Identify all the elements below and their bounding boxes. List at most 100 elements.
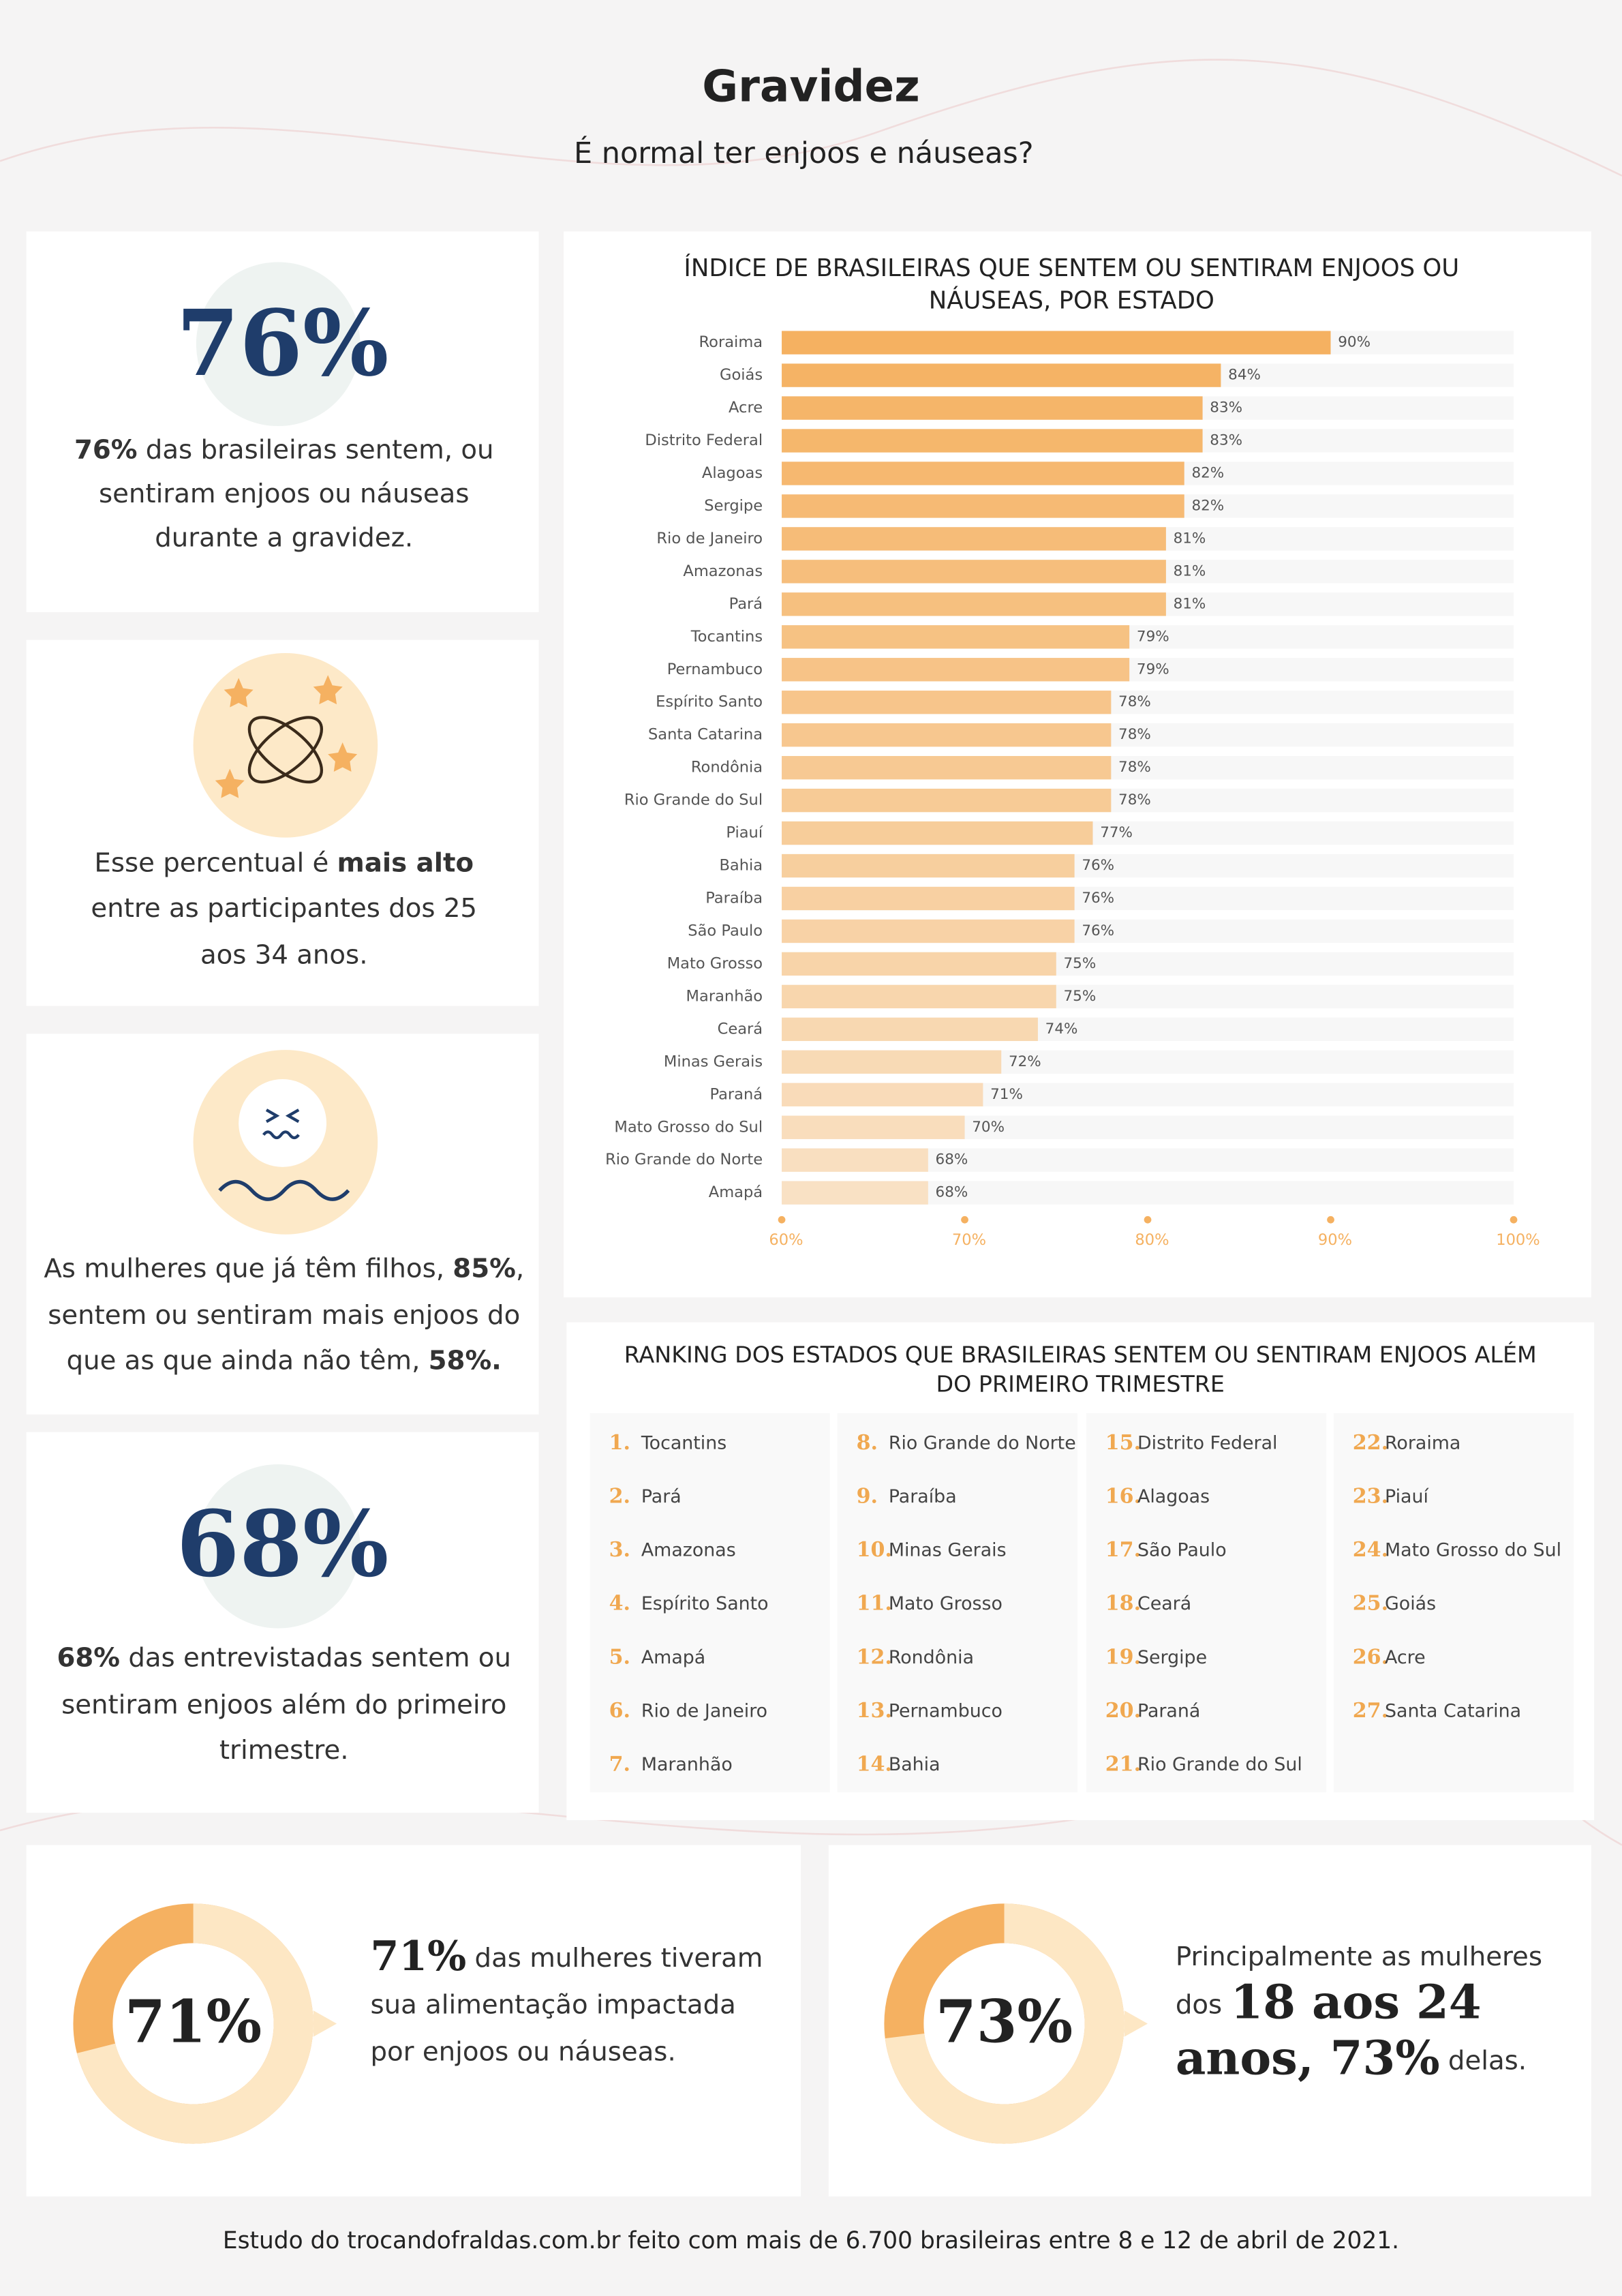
bar [782, 592, 1166, 616]
y-tick-label: Piauí [726, 824, 763, 842]
big-number: 76% [177, 290, 389, 397]
rank-number: 25. [1353, 1592, 1388, 1616]
y-tick-label: Goiás [720, 366, 763, 384]
card-text: Esse percentual é mais alto [94, 847, 474, 878]
bar [782, 952, 1056, 976]
donut-arc [884, 1903, 1124, 2144]
rank-number: 2. [609, 1485, 630, 1509]
rank-number: 18. [1105, 1592, 1141, 1616]
x-tick-label: 70% [952, 1231, 986, 1249]
ranking-column [1333, 1413, 1574, 1793]
bar [782, 691, 1112, 714]
card-text: sentiram enjoos além do primeiro [61, 1689, 506, 1720]
data-label: 83% [1210, 432, 1242, 449]
data-label: 82% [1191, 497, 1224, 514]
rank-number: 1. [609, 1431, 630, 1455]
card-text: sentem ou sentiram mais enjoos do [48, 1300, 520, 1331]
text-segment: das mulheres tiveram [466, 1942, 763, 1973]
card-text: sua alimentação impactada [370, 1989, 735, 2020]
rank-name: Paraná [1137, 1700, 1200, 1721]
big-number: 68% [177, 1491, 389, 1597]
chart-title: NÁUSEAS, POR ESTADO [929, 286, 1214, 314]
bar [782, 658, 1130, 682]
rank-number: 17. [1105, 1538, 1141, 1562]
y-tick-label: Alagoas [702, 464, 763, 482]
y-tick-label: Rio Grande do Norte [605, 1151, 763, 1168]
text-segment: , [516, 1253, 524, 1284]
footer: Estudo do trocandofraldas.com.br feito c… [223, 2227, 1399, 2254]
text-segment: mais alto [337, 847, 474, 878]
rank-name: Acre [1385, 1647, 1426, 1668]
bar [782, 1148, 928, 1172]
bar [782, 1181, 928, 1205]
bar [782, 494, 1184, 518]
data-label: 77% [1100, 824, 1133, 841]
data-label: 78% [1118, 726, 1151, 743]
y-tick-label: Mato Grosso do Sul [614, 1118, 763, 1136]
card-text: anos, 73% delas. [1176, 2030, 1527, 2085]
rank-name: Rio Grande do Norte [889, 1432, 1076, 1453]
y-tick-label: Ceará [718, 1020, 763, 1038]
rank-name: Alagoas [1137, 1486, 1210, 1507]
page-subtitle: É normal ter enjoos e náuseas? [574, 136, 1034, 170]
card-text: aos 34 anos. [200, 939, 368, 970]
bar [782, 331, 1331, 354]
data-label: 82% [1191, 464, 1224, 481]
x-tick-label: 80% [1135, 1231, 1169, 1249]
rank-name: Piauí [1385, 1486, 1429, 1507]
y-tick-label: Bahia [719, 857, 763, 875]
y-tick-label: Maranhão [686, 987, 763, 1005]
text-segment: sentiram enjoos ou náuseas [99, 479, 469, 509]
rank-name: Roraima [1385, 1432, 1460, 1453]
rank-name: Bahia [889, 1754, 940, 1775]
rank-number: 8. [857, 1431, 878, 1455]
rank-name: Mato Grosso do Sul [1385, 1540, 1561, 1561]
rank-number: 6. [609, 1699, 630, 1723]
data-label: 74% [1045, 1021, 1078, 1038]
text-segment: dos [1176, 1989, 1231, 2020]
rank-number: 11. [857, 1592, 892, 1616]
data-label: 75% [1064, 955, 1097, 972]
rank-name: Rio de Janeiro [641, 1700, 767, 1721]
rank-number: 21. [1105, 1753, 1141, 1777]
bar [782, 1115, 965, 1139]
data-label: 90% [1338, 334, 1371, 351]
rank-name: Amapá [641, 1647, 705, 1668]
y-tick-label: São Paulo [688, 922, 763, 939]
text-segment: entre as participantes dos 25 [91, 892, 477, 923]
text-segment: 76% [74, 434, 138, 465]
icon-bg [196, 1464, 361, 1629]
bar [782, 625, 1130, 649]
data-label: 83% [1210, 399, 1242, 417]
bar [782, 723, 1112, 747]
data-label: 75% [1064, 988, 1097, 1005]
data-label: 68% [936, 1151, 968, 1168]
rank-number: 16. [1105, 1485, 1141, 1509]
rank-name: Maranhão [641, 1754, 733, 1775]
pointer [313, 2010, 337, 2037]
card-text: Principalmente as mulheres [1176, 1941, 1542, 1972]
text-segment: trimestre. [219, 1734, 349, 1765]
y-tick-label: Mato Grosso [667, 954, 763, 972]
rank-name: Sergipe [1137, 1647, 1207, 1668]
page-title: Gravidez [702, 61, 920, 112]
card-text: que as que ainda não têm, 58%. [67, 1345, 502, 1376]
y-tick-label: Santa Catarina [648, 726, 763, 744]
bar [782, 527, 1166, 551]
data-label: 78% [1118, 791, 1151, 809]
rank-name: Minas Gerais [889, 1540, 1007, 1561]
rank-number: 15. [1105, 1431, 1141, 1455]
rank-name: Rio Grande do Sul [1137, 1754, 1302, 1775]
card-text: 76% das brasileiras sentem, ou [74, 434, 494, 465]
rank-number: 23. [1353, 1485, 1388, 1509]
rank-name: Pernambuco [889, 1700, 1003, 1721]
text-segment: das brasileiras sentem, ou [138, 434, 494, 465]
data-label: 79% [1137, 661, 1169, 678]
data-label: 71% [990, 1086, 1023, 1103]
bar [782, 1083, 983, 1106]
ranking-title: RANKING DOS ESTADOS QUE BRASILEIRAS SENT… [624, 1341, 1537, 1368]
rank-number: 12. [857, 1645, 892, 1669]
donut-arc [73, 1903, 313, 2144]
y-tick-label: Rio Grande do Sul [624, 791, 763, 809]
rank-name: Paraíba [889, 1486, 957, 1507]
